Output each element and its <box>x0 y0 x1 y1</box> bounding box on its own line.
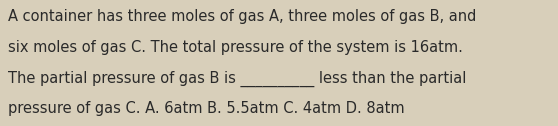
Text: pressure of gas C. A. 6atm B. 5.5atm C. 4atm D. 8atm: pressure of gas C. A. 6atm B. 5.5atm C. … <box>8 101 405 116</box>
Text: six moles of gas C. The total pressure of the system is 16atm.: six moles of gas C. The total pressure o… <box>8 40 463 55</box>
Text: The partial pressure of gas B is __________ less than the partial: The partial pressure of gas B is _______… <box>8 71 466 87</box>
Text: A container has three moles of gas A, three moles of gas B, and: A container has three moles of gas A, th… <box>8 9 477 24</box>
